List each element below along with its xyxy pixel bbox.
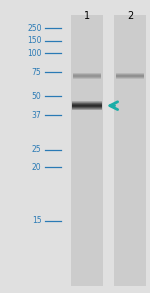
Text: 15: 15 — [32, 216, 42, 225]
Text: 150: 150 — [27, 36, 42, 45]
Text: 250: 250 — [27, 24, 42, 33]
Text: 1: 1 — [84, 11, 90, 21]
Text: 50: 50 — [32, 92, 42, 101]
Text: 25: 25 — [32, 146, 42, 154]
Text: 37: 37 — [32, 110, 42, 120]
Text: 100: 100 — [27, 49, 42, 58]
Text: 20: 20 — [32, 163, 42, 172]
Text: 75: 75 — [32, 68, 42, 77]
Bar — [114, 15, 146, 287]
Text: 2: 2 — [127, 11, 133, 21]
Bar — [70, 15, 103, 287]
